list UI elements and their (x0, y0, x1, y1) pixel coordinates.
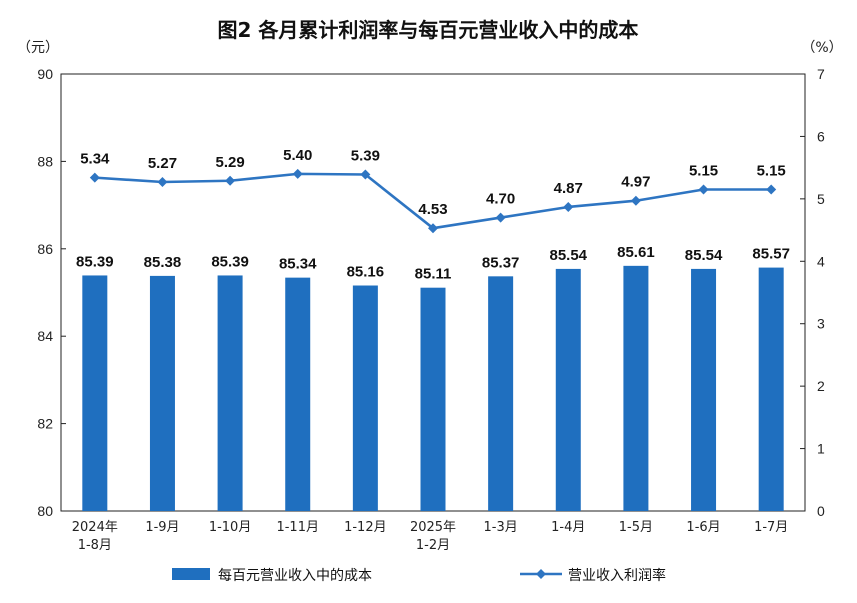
legend: 每百元营业收入中的成本 营业收入利润率 (172, 567, 666, 584)
category-label: 1-2月 (416, 538, 450, 553)
bar-value-label: 85.38 (144, 254, 182, 271)
bar-value-label: 85.37 (482, 254, 520, 271)
bar-data-labels: 85.39 85.38 85.39 85.34 85.16 85.11 85.37 85.54… (76, 244, 790, 283)
line-point (292, 168, 303, 179)
bar (149, 275, 175, 511)
left-tick-label: 88 (37, 153, 53, 169)
legend-line-marker (536, 569, 546, 579)
legend-bar-label: 每百元营业收入中的成本 (218, 568, 372, 584)
category-axis: 2024年 1-8月 1-9月 1-10月 1-11月 1-12月 2025年 1-2月 1-3… (72, 520, 789, 553)
line-point (89, 172, 100, 183)
right-unit-label: （%） (801, 40, 842, 56)
category-label: 1-6月 (686, 520, 720, 535)
line-point (360, 169, 371, 180)
line-value-label: 5.29 (215, 154, 244, 171)
bar-value-label: 85.16 (347, 264, 385, 281)
right-tick-label: 4 (817, 253, 825, 269)
legend-line-label: 营业收入利润率 (568, 567, 666, 584)
category-label: 1-9月 (145, 520, 179, 535)
line-value-label: 5.15 (689, 162, 718, 179)
right-tick-label: 1 (817, 441, 825, 457)
bar-value-label: 85.54 (549, 247, 587, 264)
category-label: 2025年 (410, 520, 456, 535)
left-tick-label: 80 (37, 503, 53, 519)
line-point (428, 223, 438, 234)
bar (691, 268, 717, 511)
left-axis: 80 82 84 86 88 90 (37, 66, 66, 519)
category-label: 2024年 (72, 520, 118, 535)
legend-bar-swatch (172, 568, 210, 580)
category-label: 1-4月 (551, 520, 585, 535)
bar-value-label: 85.61 (617, 244, 655, 261)
line-data-labels: 5.34 5.27 5.29 5.40 5.39 4.53 4.70 4.87 4.97 5.15… (80, 147, 786, 218)
left-tick-label: 82 (37, 416, 53, 432)
line-point (563, 201, 574, 212)
line-point (157, 177, 168, 188)
line-point (766, 184, 777, 195)
bar-value-label: 85.11 (415, 266, 452, 283)
category-label: 1-8月 (78, 538, 112, 553)
right-tick-label: 5 (817, 191, 825, 207)
bar-series (82, 265, 784, 511)
line-value-label: 4.97 (621, 174, 650, 191)
left-tick-label: 90 (37, 66, 53, 82)
bar (420, 287, 446, 511)
line-value-label: 5.34 (80, 151, 110, 168)
line-point (630, 195, 641, 206)
left-tick-label: 86 (37, 241, 53, 257)
bar (352, 285, 378, 511)
bar (217, 275, 243, 511)
line-value-label: 5.15 (757, 162, 786, 179)
category-label: 1-7月 (754, 520, 788, 535)
line-value-label: 5.40 (283, 147, 312, 164)
line-series (89, 168, 777, 234)
category-label: 1-12月 (344, 520, 387, 535)
right-tick-label: 6 (817, 128, 825, 144)
bar (488, 276, 514, 511)
left-unit-label: （元） (17, 40, 59, 56)
line-value-label: 5.27 (148, 155, 177, 172)
line-point (225, 175, 236, 186)
right-tick-label: 2 (817, 378, 825, 394)
line-value-label: 4.87 (554, 180, 583, 197)
category-label: 1-5月 (619, 520, 653, 535)
left-tick-label: 84 (37, 328, 53, 344)
bar (623, 265, 649, 511)
bar-value-label: 85.54 (685, 247, 723, 264)
line-point (698, 184, 709, 195)
category-label: 1-10月 (209, 520, 252, 535)
bar (555, 268, 581, 511)
line-value-label: 4.70 (486, 191, 515, 208)
category-label: 1-11月 (276, 520, 319, 535)
right-axis: 0 1 2 3 4 5 6 7 (800, 66, 825, 519)
bar (285, 277, 311, 511)
right-tick-label: 7 (817, 66, 825, 82)
bar-value-label: 85.57 (752, 246, 790, 263)
line-value-label: 4.53 (418, 201, 447, 218)
right-tick-label: 3 (817, 316, 825, 332)
bar-value-label: 85.39 (76, 253, 114, 270)
bar (82, 275, 108, 511)
bar-value-label: 85.34 (279, 256, 317, 273)
bar-value-label: 85.39 (211, 253, 249, 270)
line-value-label: 5.39 (351, 148, 380, 165)
right-tick-label: 0 (817, 503, 825, 519)
category-label: 1-3月 (484, 520, 518, 535)
bar (758, 267, 784, 511)
line-point (495, 212, 506, 223)
chart-title: 图2 各月累计利润率与每百元营业收入中的成本 (218, 18, 639, 42)
